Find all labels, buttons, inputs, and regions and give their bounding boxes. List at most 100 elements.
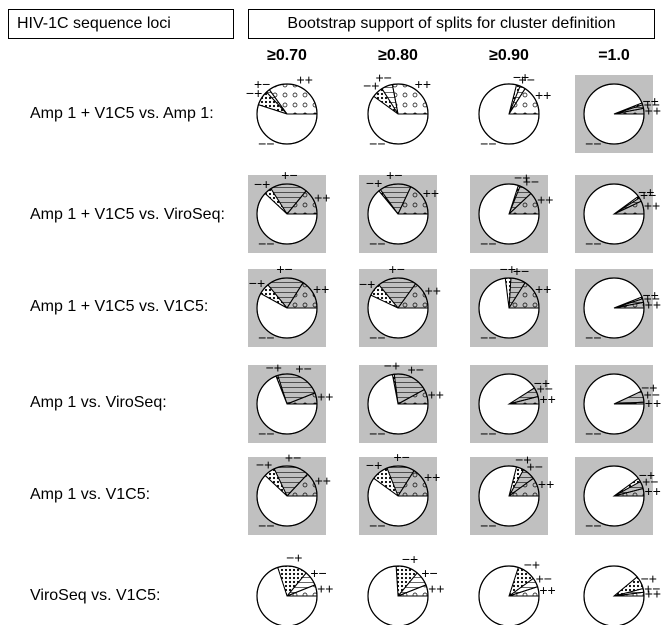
slice-label-mm: −− [369, 517, 385, 533]
pie-cell-r4-c2: +++−−+ −− [470, 452, 554, 535]
slice-label-pp: ++ [428, 581, 444, 597]
slice-label-mp: −+ [643, 287, 659, 303]
slice-label-mp: −+ [366, 175, 382, 191]
slice-label-mp: −+ [641, 570, 657, 586]
pie-outline [256, 565, 318, 625]
slice-label-mp: −+ [256, 456, 272, 472]
slice-label-pm: +− [281, 167, 297, 183]
slice-label-pp: ++ [535, 281, 551, 297]
slice-label-pp: ++ [317, 389, 333, 405]
slice-label-mm: −− [585, 329, 601, 345]
slice-label-pm: +− [642, 474, 658, 490]
pie-cell-r5-c0: +++− −+ −− [256, 550, 333, 625]
slice-label-mm: −− [258, 425, 274, 441]
slice-label-pp: ++ [644, 197, 660, 213]
pie-outline [583, 373, 645, 435]
slice-label-pp: ++ [645, 483, 661, 499]
row-label-amp1-v1c5-vs-viroseq: Amp 1 + V1C5 vs. ViroSeq: [30, 206, 225, 223]
slice-label-mp: −+ [363, 78, 379, 94]
pie-outline [583, 565, 645, 625]
slice-label-mm: −− [480, 329, 496, 345]
slice-label-pm: +− [285, 449, 301, 465]
pie-cell-r2-c3: +++−−+ −− [575, 269, 661, 347]
pie-cell-r1-c1: ++ +−−+ −− [359, 167, 439, 253]
slice-label-mp: −+ [641, 379, 657, 395]
slice-label-mp: −+ [513, 69, 529, 85]
pie-cell-r0-c0: ++ +−−+ −− [246, 71, 318, 151]
pie-cell-r2-c0: ++ +− −+ −− [248, 261, 329, 347]
slice-label-mm: −− [258, 329, 274, 345]
slice-label-mp: −+ [384, 357, 400, 373]
slice-label-mm: −− [585, 617, 601, 625]
slice-label-mm: −− [369, 425, 385, 441]
slice-label-pp: ++ [424, 469, 440, 485]
pie-cell-r0-c2: +++−−+ −− [478, 69, 551, 151]
slice-label-mm: −− [585, 517, 601, 533]
pie-cell-r2-c1: ++ +− −+ −− [359, 261, 441, 347]
pie-outline [256, 183, 318, 245]
slice-label-pp: ++ [537, 192, 553, 208]
slice-label-mm: −− [369, 329, 385, 345]
slice-label-mm: −− [480, 235, 496, 251]
pie-cell-r3-c3: +++−−+ −− [575, 365, 661, 443]
row-label-viroseq-vs-v1c5: ViroSeq vs. V1C5: [30, 587, 161, 604]
slice-label-pm: +− [536, 570, 552, 586]
slice-label-pp: ++ [428, 386, 444, 402]
slice-label-mm: −− [369, 135, 385, 151]
pie-outline [478, 183, 540, 245]
row-label-amp1-vs-viroseq: Amp 1 vs. ViroSeq: [30, 394, 167, 411]
slice-label-mm: −− [480, 617, 496, 625]
row-label-amp1-v1c5-vs-amp1: Amp 1 + V1C5 vs. Amp 1: [30, 105, 214, 122]
slice-label-mm: −− [258, 517, 274, 533]
slice-label-mm: −− [258, 235, 274, 251]
slice-label-mp: −+ [638, 184, 654, 200]
column-header-090: ≥0.90 [489, 47, 529, 64]
slice-label-pp: ++ [425, 282, 441, 298]
slice-label-pp: ++ [415, 76, 431, 92]
pie-cell-r4-c3: +++−−+ −− [575, 457, 661, 535]
pie-outline [583, 183, 645, 245]
pie-cell-r3-c1: +++− −+ −− [359, 357, 444, 443]
pie-outline [256, 277, 318, 339]
slice-label-mp: −+ [359, 276, 375, 292]
slice-label-pm: +− [527, 459, 543, 475]
slice-label-pm: +− [295, 361, 311, 377]
slice-label-mp: −+ [286, 550, 302, 566]
row-label-amp1-v1c5-vs-v1c5: Amp 1 + V1C5 vs. V1C5: [30, 298, 209, 315]
slice-label-mm: −− [258, 617, 274, 625]
pie-cell-r0-c3: +++−−+ −− [575, 75, 661, 153]
slice-label-pm: +− [523, 174, 539, 190]
pie-outline [256, 373, 318, 435]
pie-outline [478, 565, 540, 625]
column-header-100: =1.0 [598, 47, 630, 64]
loci-header: HIV-1C sequence loci [8, 9, 234, 39]
slice-label-pm: +− [389, 261, 405, 277]
slice-label-mm: −− [480, 517, 496, 533]
pie-cell-r3-c2: +++−−+ −− [470, 365, 556, 443]
slice-label-pm: +− [386, 167, 402, 183]
slice-label-pm: +− [421, 565, 437, 581]
row-label-amp1-vs-v1c5: Amp 1 vs. V1C5: [30, 486, 151, 503]
slice-label-pp: ++ [315, 473, 331, 489]
slice-label-mm: −− [585, 135, 601, 151]
column-header-070: ≥0.70 [267, 47, 307, 64]
pie-cell-r4-c0: ++ +− −+ −− [248, 449, 331, 535]
slice-label-pm: +− [537, 381, 553, 397]
slice-label-pp: ++ [539, 582, 555, 598]
pie-outline [583, 277, 645, 339]
slice-label-pm: +− [644, 581, 660, 597]
slice-label-pp: ++ [535, 87, 551, 103]
pie-cell-r5-c2: +++−−+ −− [478, 556, 556, 625]
slice-label-mp: −+ [246, 85, 262, 101]
slice-label-mm: −− [258, 135, 274, 151]
slice-label-mp: −+ [500, 261, 516, 277]
slice-label-mm: −− [369, 617, 385, 625]
slice-label-mp: −+ [402, 551, 418, 567]
slice-label-mp: −+ [366, 457, 382, 473]
slice-label-pm: +− [640, 187, 656, 203]
slice-label-mm: −− [585, 235, 601, 251]
slice-label-pm: +− [644, 290, 660, 306]
slice-label-mp: −+ [515, 452, 531, 468]
slice-label-mp: −+ [514, 169, 530, 185]
slice-label-pp: ++ [538, 476, 554, 492]
